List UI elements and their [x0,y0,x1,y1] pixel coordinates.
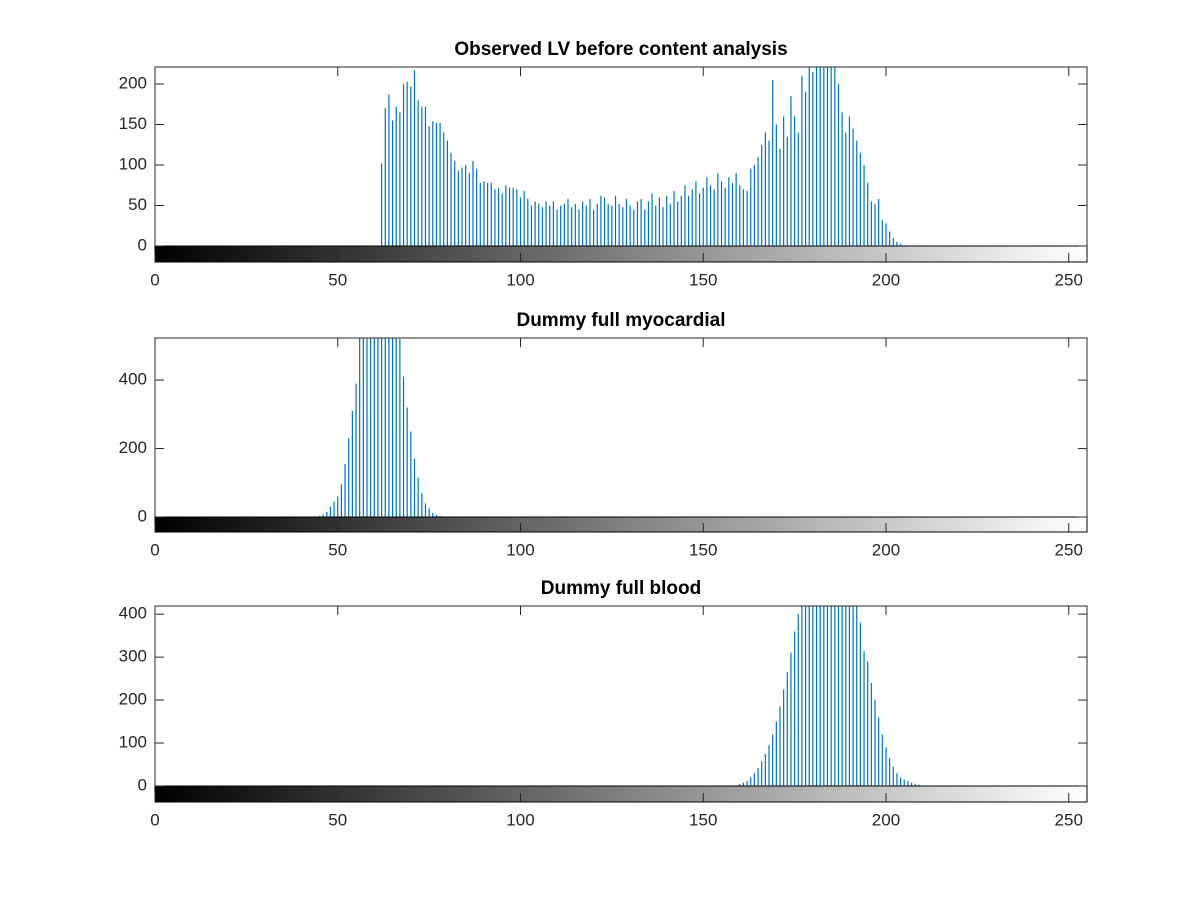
x-tick-label: 0 [150,810,159,829]
x-tick-label: 150 [689,810,717,829]
x-tick-label: 0 [150,270,159,289]
chart-title: Dummy full blood [541,578,701,599]
x-tick-label: 200 [872,540,900,559]
colorbar [154,245,1088,263]
y-tick-label: 0 [138,235,147,254]
stems [318,338,445,517]
y-tick-label: 50 [128,195,147,214]
x-tick-label: 100 [506,270,534,289]
x-tick-label: 150 [689,270,717,289]
x-tick-label: 100 [506,540,534,559]
y-tick-label: 400 [119,604,147,623]
stems [735,606,924,786]
colorbar [154,516,1088,533]
y-tick-label: 200 [119,73,147,92]
colorbar [154,785,1088,803]
chart-title: Observed LV before content analysis [454,39,787,60]
y-tick-label: 0 [138,506,147,525]
x-tick-label: 50 [328,270,347,289]
y-tick-label: 300 [119,647,147,666]
x-tick-label: 100 [506,810,534,829]
y-tick-label: 200 [119,438,147,457]
x-tick-label: 200 [872,270,900,289]
x-tick-label: 50 [328,810,347,829]
x-tick-label: 0 [150,540,159,559]
x-tick-label: 250 [1055,270,1083,289]
stems [381,67,905,246]
x-tick-label: 250 [1055,810,1083,829]
y-tick-label: 100 [119,154,147,173]
x-tick-label: 150 [689,540,717,559]
y-tick-label: 150 [119,114,147,133]
x-tick-label: 200 [872,810,900,829]
chart-title: Dummy full myocardial [516,310,725,331]
y-tick-label: 200 [119,690,147,709]
y-tick-label: 100 [119,733,147,752]
y-tick-label: 0 [138,775,147,794]
x-tick-label: 50 [328,540,347,559]
x-tick-label: 250 [1055,540,1083,559]
y-tick-label: 400 [119,370,147,389]
